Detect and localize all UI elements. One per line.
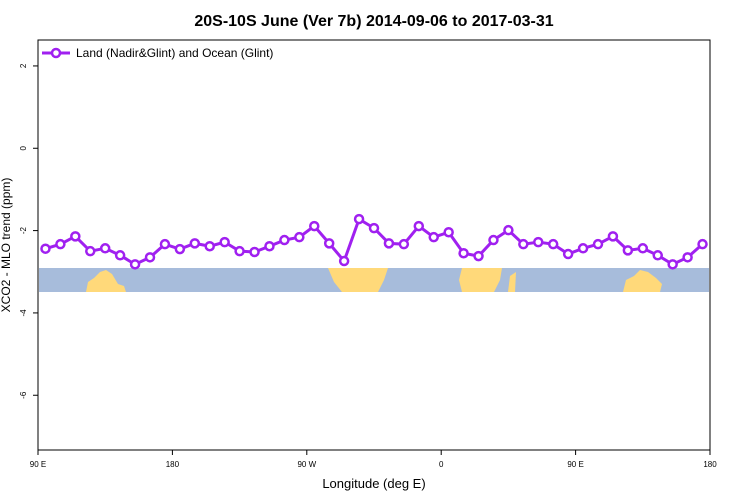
point	[85, 245, 96, 257]
point	[577, 243, 589, 254]
land	[623, 270, 662, 292]
point	[413, 220, 425, 232]
land-ocean-map	[39, 268, 709, 292]
point	[473, 250, 484, 262]
y-tick-label: -4	[19, 309, 28, 317]
point	[264, 240, 275, 252]
x-tick-label: 180	[166, 460, 180, 469]
land	[328, 268, 388, 292]
chart-title: 20S-10S June (Ver 7b) 2014-09-06 to 2017…	[194, 13, 553, 30]
plot-frame	[37, 39, 711, 451]
point	[518, 238, 529, 250]
point	[114, 250, 126, 261]
point	[99, 243, 111, 254]
x-tick-label: 90 W	[297, 460, 316, 469]
land	[86, 270, 126, 292]
point	[443, 226, 454, 238]
point	[40, 243, 51, 254]
point	[323, 238, 335, 249]
point	[55, 238, 66, 250]
point	[368, 222, 380, 234]
point	[294, 231, 305, 243]
point	[383, 238, 395, 249]
y-tick-label: -2	[19, 226, 28, 234]
point	[488, 234, 499, 246]
point	[547, 238, 559, 250]
land	[508, 272, 516, 292]
point	[279, 234, 290, 246]
point	[189, 238, 201, 249]
land	[459, 268, 502, 292]
legend-label: Land (Nadir&Glint) and Ocean (Glint)	[76, 46, 273, 60]
point	[70, 231, 81, 242]
point	[129, 259, 141, 270]
point	[682, 252, 693, 263]
point	[398, 238, 410, 250]
point	[159, 238, 171, 250]
point	[234, 245, 245, 257]
point	[309, 220, 320, 232]
point	[353, 213, 365, 225]
point	[338, 255, 350, 267]
point	[219, 236, 230, 248]
point	[637, 243, 649, 254]
x-tick-label: 90 E	[30, 460, 46, 469]
point	[697, 238, 708, 250]
point	[592, 238, 604, 250]
point	[174, 243, 186, 255]
point	[652, 250, 663, 261]
point	[249, 246, 260, 258]
point	[533, 236, 544, 248]
y-axis-label: XCO2 - MLO trend (ppm)	[0, 178, 13, 313]
point	[503, 224, 514, 236]
legend-marker	[50, 47, 62, 59]
point	[622, 245, 634, 256]
point	[667, 259, 678, 270]
x-tick-label: 180	[703, 460, 717, 469]
point	[204, 240, 215, 252]
y-tick-label: 0	[19, 145, 28, 150]
point	[562, 248, 574, 260]
y-tick-label: 2	[19, 63, 28, 68]
point	[428, 231, 439, 243]
x-axis-label: Longitude (deg E)	[322, 476, 425, 491]
x-tick-label: 90 E	[567, 460, 583, 469]
point	[607, 231, 619, 242]
point	[144, 252, 156, 263]
x-tick-label: 0	[439, 460, 444, 469]
point	[458, 247, 469, 259]
y-tick-label: -6	[19, 391, 28, 399]
